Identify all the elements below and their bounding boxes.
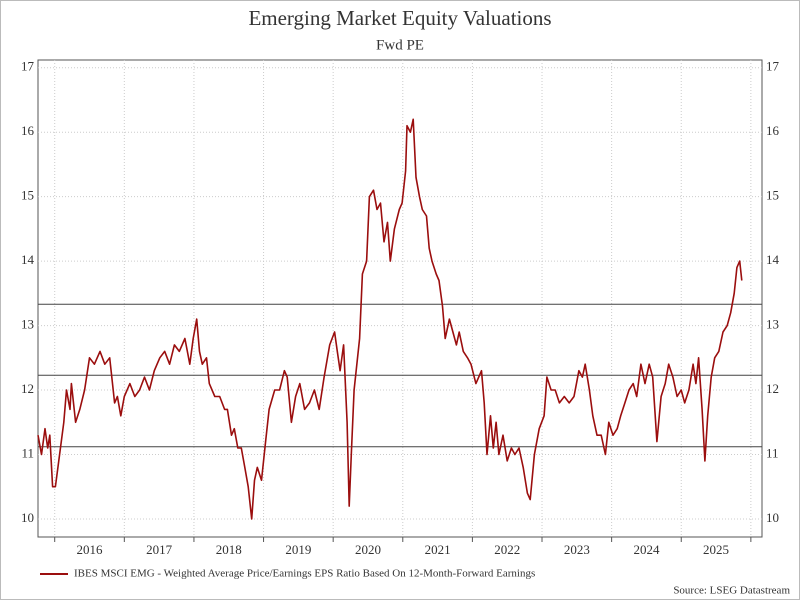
x-tick-label: 2021 [425,542,451,557]
source: Source: LSEG Datastream [673,585,790,597]
y2-tick-label: 12 [766,381,779,396]
y-tick-label: 13 [21,317,34,332]
x-tick-label: 2023 [564,542,590,557]
chart-subtitle: Fwd PE [376,37,424,53]
y2-tick-label: 11 [766,445,779,460]
y2-tick-label: 15 [766,188,779,203]
plot-frame [37,59,763,538]
x-tick-label: 2016 [77,542,104,557]
y-tick-label: 11 [21,445,34,460]
series-line [37,118,743,520]
y2-tick-label: 17 [766,59,780,74]
y-tick-label: 15 [21,188,34,203]
x-tick-label: 2018 [216,542,242,557]
y-tick-label: 14 [21,252,35,267]
chart-title: Emerging Market Equity Valuations [248,6,551,30]
y2-tick-label: 10 [766,510,779,525]
y2-tick-label: 14 [766,252,780,267]
y-tick-label: 16 [21,123,35,138]
y2-tick-label: 16 [766,123,780,138]
y2-tick-label: 13 [766,317,779,332]
x-tick-label: 2022 [494,542,520,557]
x-tick-label: 2017 [146,542,173,557]
x-tick-label: 2019 [285,542,311,557]
y-tick-label: 17 [21,59,35,74]
x-tick-label: 2020 [355,542,381,557]
y-tick-label: 12 [21,381,34,396]
legend-label: IBES MSCI EMG - Weighted Average Price/E… [74,568,535,580]
x-tick-label: 2025 [703,542,729,557]
x-tick-label: 2024 [633,542,660,557]
y-tick-label: 10 [21,510,34,525]
